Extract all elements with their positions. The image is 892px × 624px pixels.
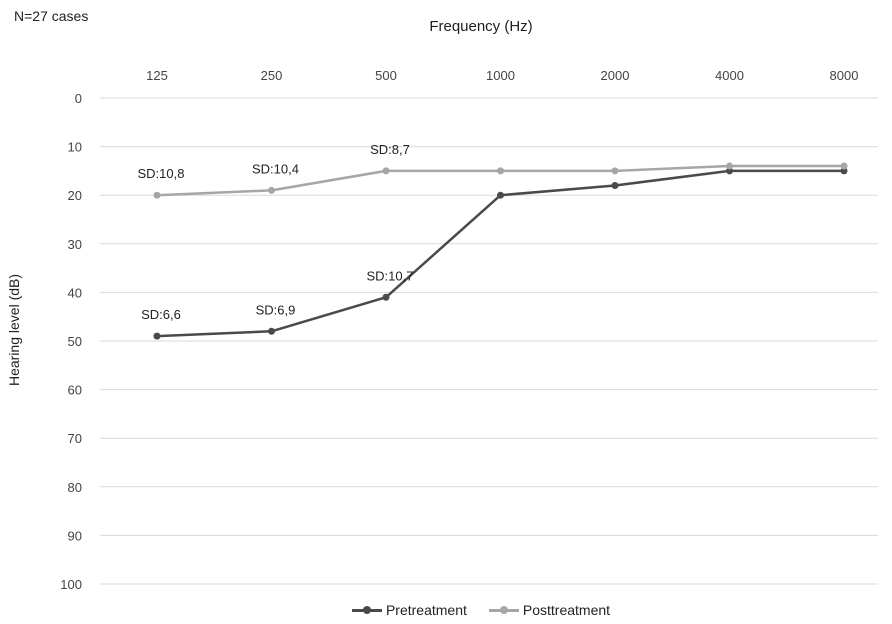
y-tick-label: 40 (68, 285, 82, 300)
legend-item-posttreatment: Posttreatment (488, 602, 611, 618)
data-point-pretreatment (611, 181, 619, 189)
x-tick-label: 1000 (486, 68, 515, 83)
data-label: SD:6,9 (256, 302, 296, 317)
data-point-pretreatment (497, 191, 504, 199)
data-label: SD:10,4 (252, 161, 299, 176)
data-point-posttreatment (840, 162, 848, 170)
legend-swatch-pretreatment (351, 606, 382, 614)
y-tick-label: 60 (68, 383, 82, 398)
n-cases-note: N=27 cases (14, 8, 89, 24)
data-point-posttreatment (497, 167, 504, 175)
data-point-posttreatment (611, 167, 619, 175)
data-point-posttreatment (382, 167, 390, 175)
data-point-pretreatment (726, 167, 733, 175)
data-point-posttreatment (153, 191, 161, 199)
data-label: SD:10,8 (138, 166, 185, 181)
legend-label-posttreatment: Posttreatment (522, 602, 611, 618)
x-tick-label: 8000 (830, 68, 859, 83)
y-tick-label: 30 (68, 237, 82, 252)
legend-label-pretreatment: Pretreatment (385, 602, 467, 618)
y-tick-label: 100 (60, 577, 82, 592)
y-tick-label: 0 (75, 91, 82, 106)
y-tick-label: 20 (68, 188, 82, 203)
data-point-pretreatment (153, 332, 161, 340)
data-point-pretreatment (268, 327, 275, 335)
y-tick-label: 80 (68, 480, 82, 495)
data-label: SD:10,7 (367, 268, 414, 283)
y-tick-label: 90 (68, 528, 82, 543)
y-tick-label: 50 (68, 334, 82, 349)
data-label: SD:6,6 (141, 307, 181, 322)
legend-swatch-posttreatment (488, 606, 519, 614)
x-tick-label: 2000 (601, 68, 630, 83)
data-point-pretreatment (382, 293, 390, 301)
data-point-posttreatment (268, 186, 275, 194)
y-tick-label: 10 (68, 140, 82, 155)
data-label: SD:8,7 (370, 142, 410, 157)
legend: Pretreatment Posttreatment (0, 602, 892, 618)
data-point-pretreatment (840, 167, 848, 175)
x-tick-label: 500 (375, 68, 397, 83)
x-tick-label: 4000 (715, 68, 744, 83)
x-axis-title: Frequency (Hz) (429, 18, 533, 35)
x-tick-label: 250 (261, 68, 283, 83)
y-tick-label: 70 (68, 431, 82, 446)
legend-item-pretreatment: Pretreatment (351, 602, 467, 618)
data-point-posttreatment (726, 162, 733, 170)
x-tick-label: 125 (146, 68, 168, 83)
